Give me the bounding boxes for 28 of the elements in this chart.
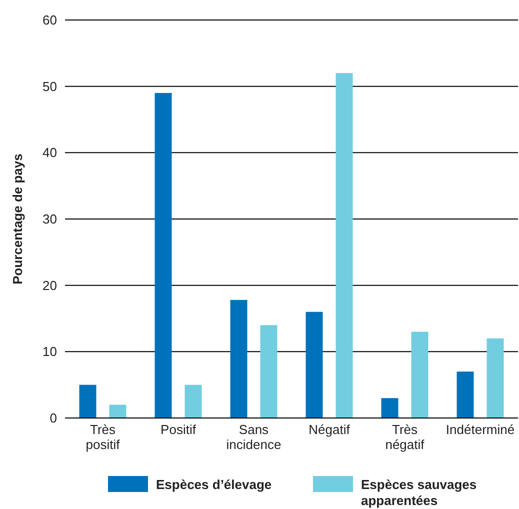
bar	[230, 300, 248, 418]
y-tick-label: 50	[42, 78, 57, 94]
y-tick-label: 0	[50, 410, 57, 426]
y-tick-label: 30	[42, 212, 57, 227]
y-tick-label: 10	[42, 344, 57, 360]
bar	[486, 338, 504, 418]
bar	[109, 404, 126, 418]
legend-label: Espèces sauvages apparentées	[361, 477, 477, 508]
x-tick-label: Négatif	[308, 422, 350, 437]
x-tick-label: Sans incidence	[226, 422, 282, 452]
x-tick-label: Très positif	[86, 422, 120, 452]
x-tick-label: Très négatif	[385, 422, 425, 452]
legend-label: Espèces d’élevage	[156, 477, 272, 492]
x-tick-label: Indéterminé	[446, 422, 515, 437]
y-tick-label: 40	[42, 145, 57, 160]
bar	[154, 92, 172, 418]
y-tick-label: 60	[42, 12, 57, 28]
y-tick-label: 20	[42, 278, 57, 293]
bar	[336, 73, 353, 418]
bar	[306, 312, 323, 418]
bar	[381, 398, 398, 418]
x-tick-label: Positif	[160, 422, 196, 437]
bar	[184, 384, 202, 418]
bar	[456, 372, 474, 418]
y-axis-title: Pourcentage de pays	[10, 154, 25, 284]
bar	[411, 332, 428, 418]
bar	[79, 384, 96, 418]
bar	[260, 325, 278, 418]
